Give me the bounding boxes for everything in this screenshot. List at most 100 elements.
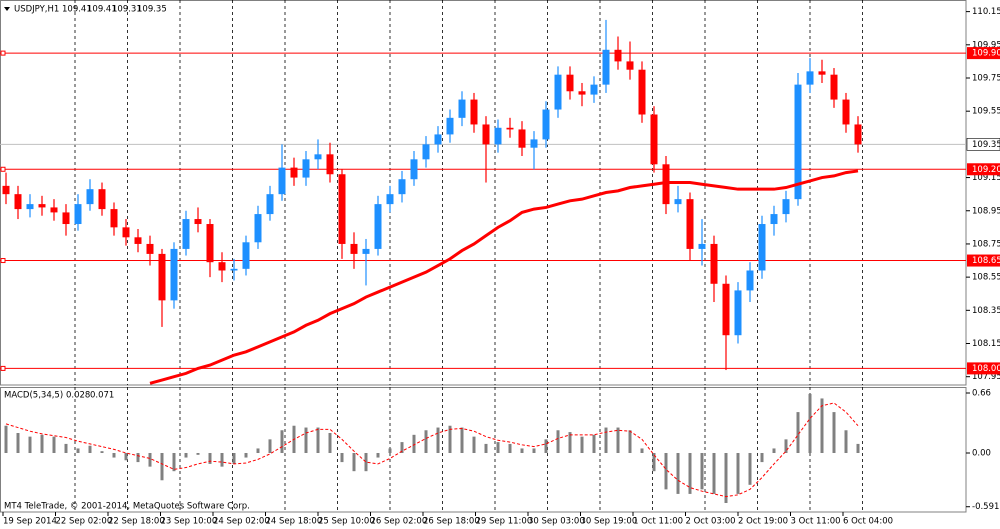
macd-bar [280, 430, 284, 453]
macd-bar [760, 453, 764, 463]
level-box [967, 163, 1000, 176]
candle-body [470, 99, 478, 125]
candle-body [722, 283, 730, 336]
candle-body [86, 189, 94, 205]
y-tick-label: 109.55 [972, 107, 1000, 117]
macd-bar [688, 453, 692, 494]
macd-bar [748, 453, 752, 485]
candle-body [830, 74, 838, 100]
macd-bar [220, 453, 224, 467]
candle-body [206, 224, 214, 263]
macd-bar [484, 443, 488, 453]
macd-y-tick-label: 0.00 [972, 449, 991, 459]
macd-bar [340, 453, 344, 463]
candle-body [458, 99, 466, 118]
y-tick-label: 108.75 [972, 239, 1000, 249]
candle-body [122, 227, 130, 238]
macd-panel [0, 387, 967, 513]
macd-bar [856, 443, 860, 453]
macd-bar [208, 453, 212, 464]
macd-bar [532, 448, 536, 453]
macd-bar [508, 443, 512, 453]
candle-body [794, 84, 802, 200]
candle-body [446, 117, 454, 135]
macd-bar [52, 436, 56, 453]
candle-body [266, 194, 274, 215]
macd-bar [172, 453, 176, 472]
candle-body [434, 134, 442, 145]
macd-bar [88, 445, 92, 453]
macd-header-value: 0.028 [66, 391, 90, 401]
level-label: 109.20 [972, 165, 1000, 175]
y-tick-label: 108.15 [972, 339, 1000, 349]
level-marker [0, 365, 6, 371]
candle-body [686, 199, 694, 249]
candle-body [158, 253, 166, 301]
level-marker [0, 50, 6, 56]
candle-body [626, 61, 634, 70]
candle-body [806, 71, 814, 85]
candle-body [746, 270, 754, 291]
y-tick-label: 107.95 [972, 372, 1000, 382]
candle-body [662, 164, 670, 205]
candle-body [602, 49, 610, 85]
candle-body [638, 69, 646, 115]
macd-bar [820, 398, 824, 453]
candle-body [422, 144, 430, 160]
current-price-box [966, 138, 1000, 151]
candle-body [338, 174, 346, 244]
macd-bar [64, 443, 68, 453]
x-tick-label: 24 Sep 18:00 [266, 517, 323, 527]
x-tick-label: 2 Oct 03:00 [686, 517, 736, 527]
macd-bar [472, 436, 476, 453]
macd-bar [604, 427, 608, 453]
candle-body [542, 109, 550, 140]
candle-body [374, 204, 382, 249]
macd-bar [832, 412, 836, 453]
header-value: 109.41 [87, 5, 117, 15]
macd-bar [556, 430, 560, 453]
macd-bar [124, 453, 128, 461]
candle-body [290, 167, 298, 178]
x-tick-label: 30 Sep 19:00 [581, 517, 638, 527]
x-tick-label: 1 Oct 11:00 [633, 517, 683, 527]
x-tick-label: 29 Sep 11:00 [476, 517, 533, 527]
candle-body [230, 268, 238, 271]
header-value: 109.31 [112, 5, 142, 15]
y-tick-label: 109.95 [972, 40, 1000, 50]
macd-bar [424, 430, 428, 453]
macd-bar [592, 434, 596, 453]
macd-bar [100, 451, 104, 453]
candle-body [530, 139, 538, 148]
symbol-arrow [4, 7, 10, 11]
candle-body [146, 243, 154, 254]
candle-body [362, 248, 370, 254]
macd-bar [232, 453, 236, 464]
candle-body [14, 194, 22, 210]
candle-body [854, 124, 862, 145]
candle-body [218, 262, 226, 271]
y-tick-label: 110.15 [972, 7, 1000, 17]
current-price-label: 109.35 [972, 140, 1000, 150]
candle-body [386, 194, 394, 205]
macd-bar [376, 453, 380, 458]
macd-bar [256, 448, 260, 453]
macd-bar [808, 393, 812, 453]
y-tick-label: 108.55 [972, 273, 1000, 283]
macd-y-tick-label: -0.591 [972, 502, 999, 512]
candle-body [278, 167, 286, 195]
candle-body [302, 159, 310, 178]
macd-bar [676, 453, 680, 494]
candle-body [350, 243, 358, 254]
candle-body [98, 189, 106, 210]
macd-bar [16, 433, 20, 453]
candle-body [482, 124, 490, 145]
candle-body [506, 127, 514, 130]
macd-bar [712, 453, 716, 494]
macd-bar [268, 439, 272, 453]
macd-bar [448, 425, 452, 453]
macd-bar [304, 427, 308, 453]
macd-bar [400, 442, 404, 453]
macd-bar [352, 453, 356, 472]
